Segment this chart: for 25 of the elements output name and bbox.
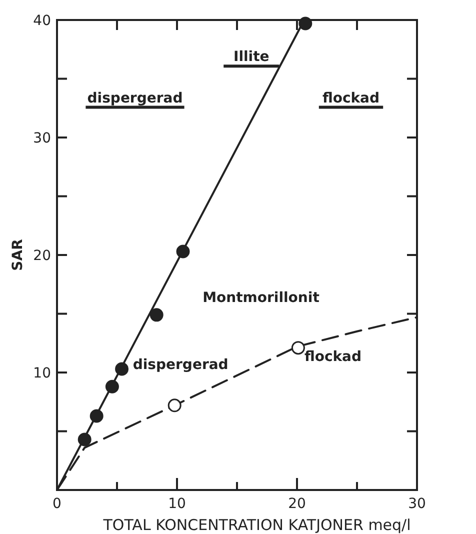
annotation: Illite: [234, 49, 270, 66]
point: [168, 398, 182, 412]
point: [105, 380, 119, 394]
point: [115, 362, 129, 376]
point: [78, 432, 92, 446]
point: [176, 244, 190, 258]
annotation: flockad: [304, 348, 362, 365]
y-tick-label: 20: [33, 248, 51, 264]
x-tick-label: 20: [288, 496, 306, 512]
annotation: flockad: [322, 90, 380, 106]
point: [150, 308, 164, 322]
point: [90, 409, 104, 423]
annotation: Montmorillonit: [202, 290, 320, 306]
y-tick-label: 40: [33, 12, 51, 29]
x-tick-label: 0: [52, 496, 62, 512]
annotation: dispergerad: [87, 90, 183, 106]
y-axis-title: SAR: [10, 238, 26, 271]
point: [291, 341, 305, 355]
annotation: dispergerad: [132, 356, 228, 373]
y-tick-label: 10: [33, 365, 51, 382]
x-axis-title: TOTAL KONCENTRATION KATJONER meq/l: [102, 516, 411, 534]
point: [298, 16, 312, 30]
x-tick-label: 30: [408, 496, 426, 512]
y-tick-label: 30: [33, 130, 51, 146]
x-tick-label: 10: [168, 496, 186, 512]
